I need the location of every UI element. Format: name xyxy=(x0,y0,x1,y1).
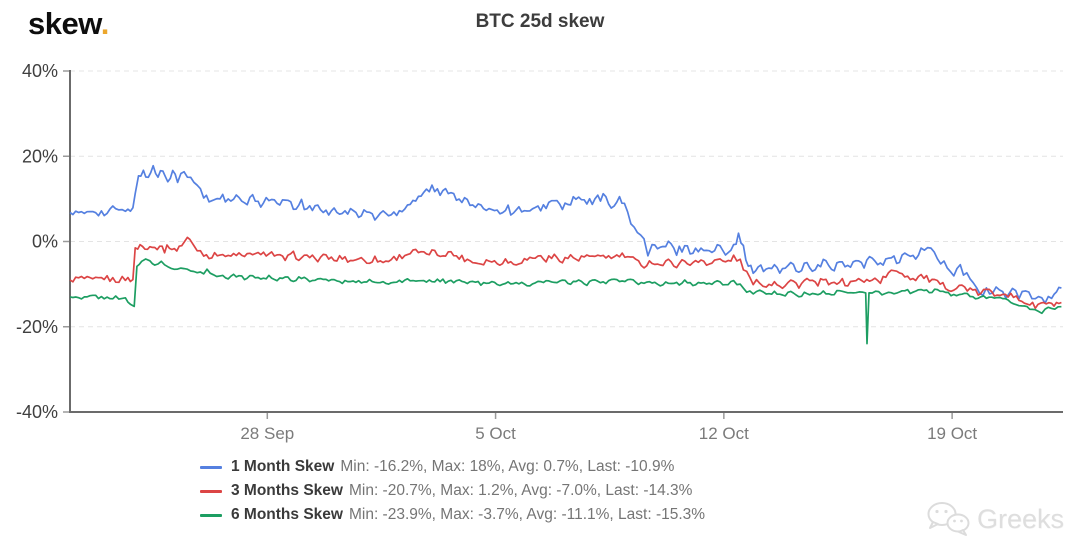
y-tick-label: 20% xyxy=(22,146,58,166)
x-tick-label: 19 Oct xyxy=(927,424,977,443)
legend-item-3-months-skew[interactable]: 3 Months Skew Min: -20.7%, Max: 1.2%, Av… xyxy=(200,482,705,500)
greeks-watermark: Greeks xyxy=(925,501,1064,537)
greeks-watermark-text: Greeks xyxy=(976,503,1064,534)
series-line-2 xyxy=(69,236,1062,310)
series-line-1 xyxy=(69,164,1062,304)
skew-logo-dot: . xyxy=(100,6,110,41)
legend-label: 6 Months Skew xyxy=(231,506,343,523)
legend-stats: Min: -23.9%, Max: -3.7%, Avg: -11.1%, La… xyxy=(348,506,706,523)
wechat-icon xyxy=(927,502,970,536)
y-tick-label: 0% xyxy=(32,232,58,252)
y-tick-label: -20% xyxy=(16,317,58,337)
x-tick-label: 12 Oct xyxy=(699,424,749,443)
legend-label: 1 Month Skew xyxy=(231,458,335,475)
legend-swatch-3-months xyxy=(200,489,222,493)
x-tick-label: 5 Oct xyxy=(475,424,516,443)
legend-label: 3 Months Skew xyxy=(231,482,343,499)
series-line-3 xyxy=(69,258,1062,345)
legend-swatch-6-months xyxy=(200,513,222,517)
legend-swatch-1-month xyxy=(200,465,222,469)
legend-item-6-months-skew[interactable]: 6 Months Skew Min: -23.9%, Max: -3.7%, A… xyxy=(200,506,705,524)
x-tick-label: 28 Sep xyxy=(240,424,294,443)
legend-stats: Min: -16.2%, Max: 18%, Avg: 0.7%, Last: … xyxy=(340,458,675,475)
legend-item-1-month-skew[interactable]: 1 Month Skew Min: -16.2%, Max: 18%, Avg:… xyxy=(200,458,705,476)
y-tick-label: -40% xyxy=(16,402,58,422)
skew-logo-text: skew xyxy=(28,6,101,41)
y-tick-label: 40% xyxy=(22,61,58,81)
chart-title: BTC 25d skew xyxy=(475,11,605,32)
skew-logo: skew. xyxy=(28,6,109,42)
legend-stats: Min: -20.7%, Max: 1.2%, Avg: -7.0%, Last… xyxy=(348,482,693,499)
chart-legend: 1 Month Skew Min: -16.2%, Max: 18%, Avg:… xyxy=(200,458,705,530)
